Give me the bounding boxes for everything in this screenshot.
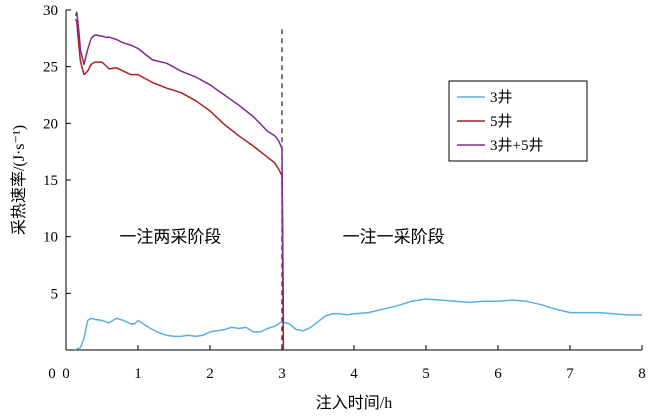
axes: 0 1 2 3 4 5 6 7 8 5 10 15 20 25 30 0 注入时间/h 采热速率/(J·s⁻¹) <box>10 3 646 412</box>
x-axis-title: 注入时间/h <box>316 394 392 412</box>
legend-label: 3井 <box>490 89 513 106</box>
x-tick-label: 2 <box>206 366 214 382</box>
series-line-2 <box>74 18 285 351</box>
y-tick-label: 15 <box>43 173 58 189</box>
legend-label: 5井 <box>490 113 513 130</box>
y-tick-label: 20 <box>43 116 58 132</box>
x-tick-label: 7 <box>566 366 574 382</box>
x-tick-label: 6 <box>494 366 502 382</box>
x-tick-label: 1 <box>134 366 142 382</box>
x-tick-label: 3 <box>278 366 286 382</box>
y-tick-label: 10 <box>43 230 58 246</box>
y-tick-label: 30 <box>43 3 58 19</box>
phase-annotation: 一注两采阶段 <box>119 227 221 246</box>
series-line-1 <box>74 298 642 351</box>
y-axis-title: 采热速率/(J·s⁻¹) <box>10 125 28 235</box>
legend: 3井 5井 3井+5井 <box>448 80 588 162</box>
y-tick-label: 5 <box>51 286 59 302</box>
annotations: 一注两采阶段 一注一采阶段 <box>119 227 444 246</box>
series-line-3 <box>74 11 285 322</box>
x-tick-label: 8 <box>638 366 646 382</box>
x-tick-label: 4 <box>350 366 358 382</box>
legend-label: 3井+5井 <box>490 137 543 154</box>
y-tick-label: 25 <box>43 60 58 76</box>
x-tick-label: 0 <box>62 366 70 382</box>
x-tick-label: 5 <box>422 366 430 382</box>
phase-annotation: 一注一采阶段 <box>343 227 445 246</box>
x-tick-label: 0 <box>48 366 56 382</box>
series-lines <box>74 11 642 351</box>
